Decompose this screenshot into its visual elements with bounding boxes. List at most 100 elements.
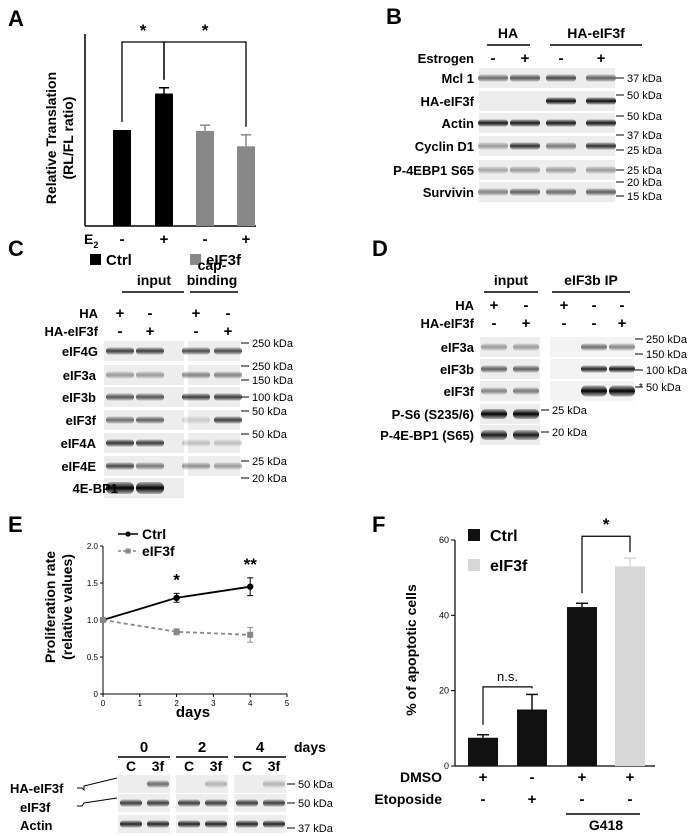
panel-f-bar xyxy=(517,709,547,766)
panel-e-blot-strip xyxy=(234,815,286,833)
panel-d-band xyxy=(513,409,539,419)
panel-f-bars xyxy=(468,557,645,766)
legend-swatch-f-eif3f xyxy=(468,559,480,571)
panel-e-blot-headers: 0 2 4C 3f C 3f C 3f xyxy=(126,739,281,774)
panel-a-bar xyxy=(196,130,214,226)
panel-b-size-marker: 20 kDa xyxy=(627,177,663,189)
panel-e-size-marker: 37 kDa xyxy=(298,823,334,835)
panel-e-blot-strip xyxy=(234,775,286,793)
panel-d-haeif3f-mark: + xyxy=(522,315,531,332)
panel-e-line-chart: Proliferation rate (relative values) day… xyxy=(10,526,334,835)
panel-e-xtick-label: 2 xyxy=(174,699,179,708)
panel-c-band xyxy=(136,439,164,447)
panel-c-band xyxy=(106,439,134,447)
panel-e-band xyxy=(178,820,200,828)
panel-b-size-marker: 25 kDa xyxy=(627,165,663,177)
panel-b-band xyxy=(586,188,616,196)
panel-d-group-input: input xyxy=(494,272,529,288)
panel-d-band xyxy=(609,365,635,373)
panel-f-legend-ctrl: Ctrl xyxy=(490,528,518,545)
panel-e-ytick-label: 0.5 xyxy=(87,653,99,662)
panel-e-xtick-label: 3 xyxy=(211,699,216,708)
panel-e-xtick-label: 4 xyxy=(248,699,253,708)
panel-c-band xyxy=(214,462,242,470)
panel-e-point xyxy=(173,628,180,635)
panel-e-size-marker: 50 kDa xyxy=(298,798,334,810)
panel-e-band xyxy=(147,799,169,807)
panel-c-band xyxy=(182,439,210,447)
panel-f-dmso-mark: + xyxy=(479,769,488,786)
panel-c-band xyxy=(136,347,164,355)
panel-f-dmso-label: DMSO xyxy=(400,769,442,785)
panel-b-size-marker: 50 kDa xyxy=(627,90,663,102)
panel-d-band xyxy=(513,430,539,440)
panel-e-lane-label: C xyxy=(242,758,252,774)
panel-e-point xyxy=(247,631,254,638)
panel-d-band xyxy=(481,387,507,395)
panel-e-row-label-actin: Actin xyxy=(20,818,53,833)
panel-c-band xyxy=(136,482,164,494)
panel-c-band xyxy=(136,462,164,470)
panel-f-ytick-label: 0 xyxy=(444,761,449,771)
panel-c-band xyxy=(136,416,164,424)
panel-d-row-label: eIF3f xyxy=(444,384,475,399)
panel-d-size-marker: 250 kDa xyxy=(646,334,688,346)
panel-e-days-label: days xyxy=(294,739,326,755)
panel-c-band xyxy=(214,393,242,401)
panel-d-size-marker: 150 kDa xyxy=(646,349,688,361)
panel-f-legend: Ctrl eIF3f xyxy=(468,528,528,575)
panel-e-lane-label: 3f xyxy=(152,758,165,774)
panel-c-ha-label: HA xyxy=(79,306,98,321)
panel-a-treatment-mark: + xyxy=(160,231,169,248)
panel-b-treatment-mark: - xyxy=(491,50,496,67)
panel-letter-c: C xyxy=(8,236,24,261)
panel-c-size-marker: 25 kDa xyxy=(252,456,288,468)
panel-c-band xyxy=(214,371,242,379)
panel-b-size-marker: 15 kDa xyxy=(627,191,663,203)
panel-e-band xyxy=(263,799,285,807)
panel-f-ytick-label: 40 xyxy=(439,610,449,620)
panel-f-dmso-mark: + xyxy=(578,769,587,786)
panel-letter-b: B xyxy=(386,4,402,29)
panel-e-series-line xyxy=(102,619,251,636)
panel-e-blot-rows xyxy=(118,775,286,833)
panel-e-ytick-label: 1.5 xyxy=(87,579,99,588)
panel-c-band xyxy=(182,347,210,355)
panel-a-significance-label: * xyxy=(140,21,147,40)
panel-f-significance: n.s. * xyxy=(482,515,631,725)
panel-d-size-marker: 100 kDa xyxy=(646,365,688,377)
legend-swatch-eif3f xyxy=(190,254,201,265)
panel-f-etoposide-mark: - xyxy=(580,791,585,808)
panel-e-ytick-label: 0 xyxy=(94,690,99,699)
panel-e-point xyxy=(247,583,254,590)
panel-e-lane-label: 3f xyxy=(210,758,223,774)
panel-c-blot-rows: eIF4G eIF3a eIF3b eIF3f eIF4A eIF4E 4E-BP1 xyxy=(61,341,242,498)
panel-b-row-label: Mcl 1 xyxy=(441,71,474,86)
panel-e-blot-strip xyxy=(176,815,228,833)
panel-a-bar-chart: Relative Translation (RL/FL ratio) * * - +… xyxy=(43,21,256,269)
panel-f-dmso-mark: + xyxy=(626,769,635,786)
panel-d-size-markers: 250 kDa 150 kDa 100 kDa 50 kDa 25 kDa 20 kDa xyxy=(541,334,688,439)
panel-b-band xyxy=(478,74,508,82)
panel-letter-e: E xyxy=(8,512,23,537)
panel-d-blot-strip xyxy=(480,359,540,379)
panel-b-treatment-mark: + xyxy=(597,50,606,67)
panel-b-band xyxy=(586,166,616,174)
panel-b-group-ha: HA xyxy=(498,25,518,41)
panel-c-size-marker: 100 kDa xyxy=(252,392,294,404)
panel-e-ylabel-line2: (relative values) xyxy=(59,554,75,660)
panel-b-band xyxy=(546,119,576,127)
panel-b-band xyxy=(510,142,540,150)
panel-c-band xyxy=(182,462,210,470)
panel-b-band xyxy=(478,166,508,174)
panel-e-ytick-label: 2.0 xyxy=(87,542,99,551)
panel-e-band xyxy=(236,799,258,807)
panel-d-size-marker: 25 kDa xyxy=(552,405,588,417)
panel-b-row-label: Actin xyxy=(442,116,475,131)
panel-d-size-marker: 50 kDa xyxy=(646,382,682,394)
panel-d-blot-strip xyxy=(480,337,540,357)
panel-d-ha-label: HA xyxy=(455,298,474,313)
panel-c-western-blot: input cap- binding HA HA-eIF3f + - + -- + - + … xyxy=(45,257,294,498)
